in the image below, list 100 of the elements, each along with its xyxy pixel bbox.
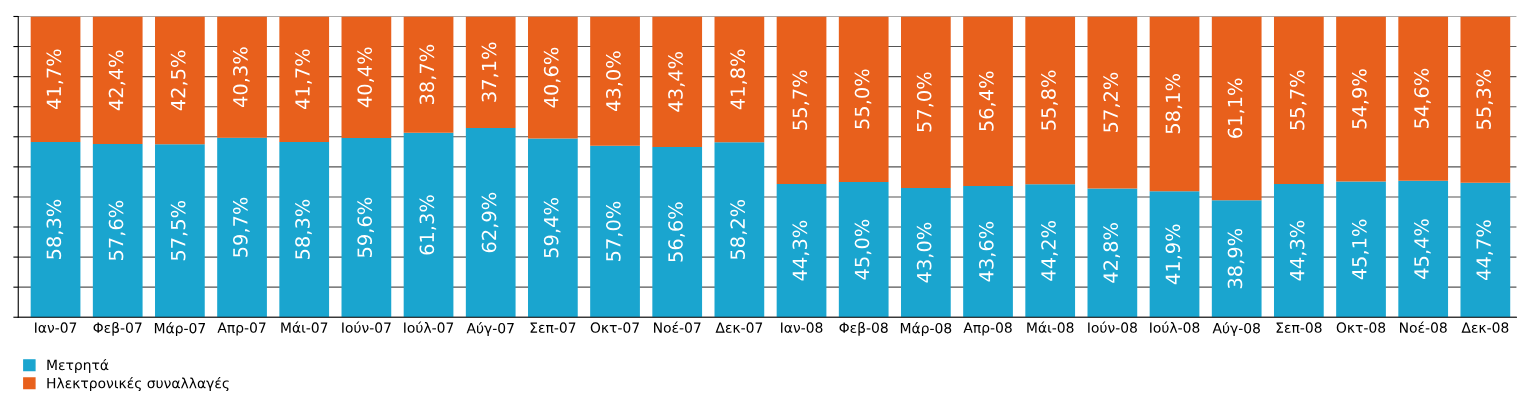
bar [155,144,205,318]
data-label: 58,2% [730,199,747,260]
data-label: 58,1% [1165,74,1183,134]
data-label: 42,5% [170,50,188,111]
bar [155,16,205,145]
bar [838,181,889,318]
x-tick-label: Μάρ-08 [900,322,952,337]
x-tick-label: Νοέ-07 [654,321,701,333]
bar [652,16,703,148]
bar [217,16,267,138]
data-label: 55,8% [1041,70,1058,130]
bar [1149,16,1200,192]
bar [963,16,1013,187]
data-label: 41,8% [730,49,747,110]
x-tick-label: Αύγ-08 [1212,322,1260,337]
x-tick-label: Σεπ-08 [1276,322,1322,333]
x-tick-label: Ιούλ-07 [404,321,454,333]
bar [1211,16,1262,201]
bar [838,16,889,182]
bar [30,16,81,142]
x-tick-label: Ιαν-08 [781,322,823,333]
bar [1273,184,1324,318]
bar [901,16,951,188]
data-label: 45,4% [1414,219,1431,279]
bar [590,16,640,146]
data-label: 55,7% [792,70,810,130]
data-label: 41,7% [295,49,312,110]
x-tick-label: Απρ-08 [963,322,1012,336]
data-label: 61,3% [419,195,437,255]
bar [279,16,330,142]
bar [1460,182,1511,318]
legend-label: Μετρητά [47,358,109,373]
x-tick-label: Δεκ-08 [1461,322,1509,333]
bar [1336,181,1386,318]
x-tick-label: Νοέ-08 [1400,321,1447,333]
x-tick-label: Σεπ-07 [530,322,576,333]
data-label: 57,0% [605,201,623,261]
bar [901,187,951,318]
bar [714,142,765,318]
bar [1087,188,1138,318]
bar [341,137,392,318]
data-label: 57,6% [108,200,126,261]
bar [1025,184,1076,318]
data-label: 45,0% [854,219,872,280]
bar [714,16,765,143]
bar [776,16,827,184]
data-label: 41,9% [1165,224,1183,285]
data-label: 43,0% [916,222,934,283]
data-label: 57,5% [170,200,188,261]
bar [963,186,1013,318]
bar [528,16,578,139]
x-tick-label: Μάι-07 [281,321,328,333]
bar [1336,16,1386,182]
data-label: 38,7% [419,44,437,105]
data-label: 62,9% [481,192,499,253]
data-label: 55,3% [1476,69,1493,130]
x-tick-label: Απρ-07 [217,322,266,336]
bar [403,132,454,318]
data-label: 38,9% [1227,228,1245,289]
data-label: 42,8% [1103,223,1120,283]
data-label: 44,2% [1041,220,1058,281]
bar [1398,16,1449,181]
data-label: 58,3% [46,199,64,259]
data-label: 43,4% [668,51,685,112]
data-label: 59,7% [232,197,250,257]
bar [1398,180,1449,318]
x-tick-label: Οκτ-07 [590,322,639,333]
bar [92,16,143,144]
data-label: 59,4% [543,198,561,258]
data-label: 40,3% [232,47,250,108]
legend-label: Ηλεκτρονικές συναλλαγές [47,377,229,392]
x-tick-label: Μάρ-07 [154,322,206,337]
data-label: 44,7% [1476,220,1493,280]
x-tick-label: Φεβ-07 [93,322,142,336]
data-label: 56,6% [668,202,685,262]
data-label: 56,4% [978,71,996,131]
data-label: 41,7% [46,49,64,110]
x-tick-label: Φεβ-08 [839,322,888,336]
data-label: 44,3% [1289,220,1307,281]
x-tick-label: Οκτ-08 [1336,322,1386,333]
bar [1460,16,1511,183]
bar [1025,16,1076,185]
bar [92,144,143,318]
data-label: 54,9% [1351,69,1369,129]
data-label: 59,6% [357,197,374,257]
bar [279,141,330,318]
bar [465,128,516,318]
x-tick-label: Ιούλ-08 [1150,321,1200,333]
data-label: 57,0% [916,72,934,132]
x-tick-label: Δεκ-07 [715,322,763,333]
data-label: 37,1% [481,42,499,102]
data-label: 43,0% [605,51,623,112]
data-label: 44,3% [792,220,810,281]
bar [528,138,578,318]
data-label: 55,7% [1289,70,1307,130]
bar [1211,200,1262,318]
data-label: 54,6% [1414,68,1431,128]
data-label: 61,1% [1227,78,1245,138]
data-label: 55,0% [854,69,872,129]
bar [1149,191,1200,318]
